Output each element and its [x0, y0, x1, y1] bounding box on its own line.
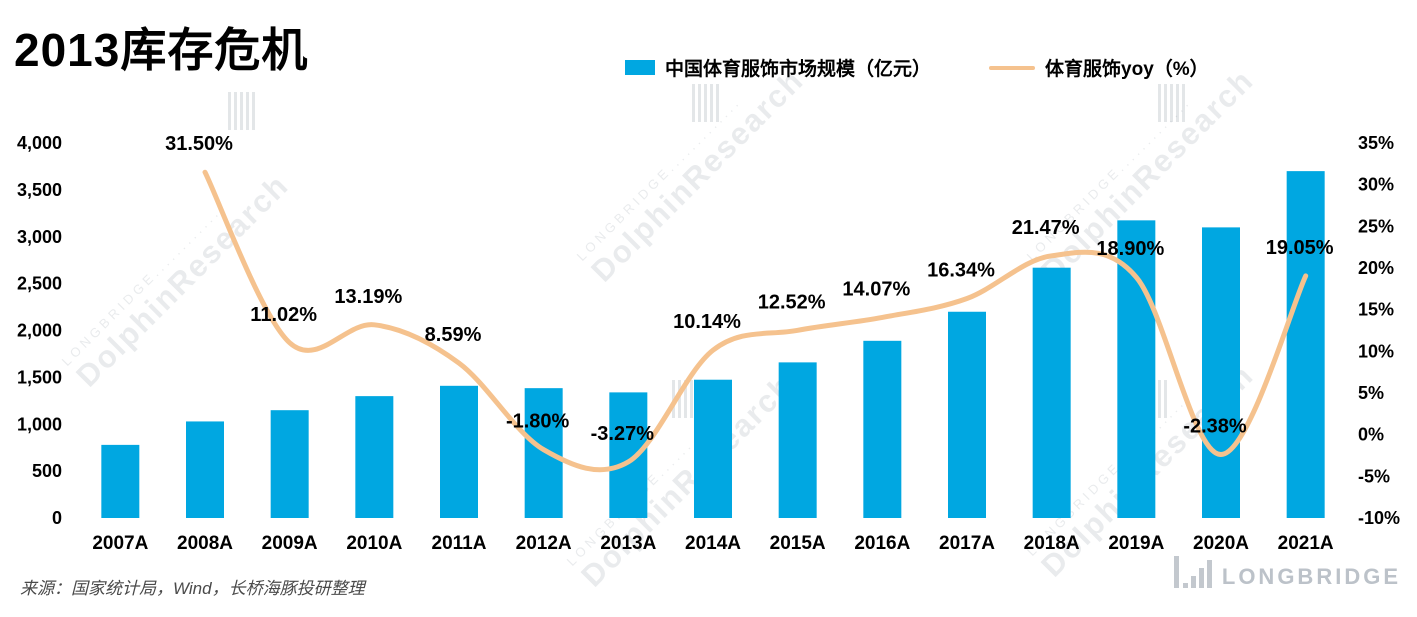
left-axis-tick: 3,500 [17, 180, 62, 200]
page-title: 2013库存危机 [14, 24, 309, 76]
x-axis-label: 2014A [685, 533, 741, 554]
yoy-value-label: 21.47% [1012, 217, 1080, 239]
left-axis-tick: 1,500 [17, 367, 62, 387]
left-axis-tick: 2,500 [17, 274, 62, 294]
x-axis-label: 2007A [92, 533, 148, 554]
left-axis-tick: 0 [52, 508, 62, 528]
x-axis-label: 2019A [1108, 533, 1164, 554]
yoy-value-label: -1.80% [506, 411, 570, 433]
bar-2011A [440, 385, 478, 518]
yoy-value-label: 10.14% [673, 311, 741, 333]
left-axis-tick: 1,000 [17, 414, 62, 434]
bar-2017A [948, 311, 986, 518]
legend-label-yoy: 体育服饰yoy（%） [1045, 59, 1209, 80]
legend-item-market-size: 中国体育服饰市场规模（亿元） [625, 54, 931, 81]
bar-2013A [609, 392, 648, 518]
bar-2018A [1032, 267, 1071, 518]
right-axis-tick: 5% [1358, 383, 1384, 403]
x-axis-label: 2021A [1278, 533, 1334, 554]
x-axis-label: 2012A [516, 533, 572, 554]
yoy-value-label: 12.52% [758, 291, 826, 313]
x-axis-label: 2008A [177, 533, 233, 554]
longbridge-footer-logo: LONGBRIDGE [1173, 552, 1401, 592]
x-axis-label: 2018A [1024, 533, 1080, 554]
yoy-value-label: 31.50% [165, 133, 233, 155]
right-axis-tick: 15% [1358, 300, 1394, 320]
yoy-line [202, 169, 1309, 473]
bar-series-swatch [625, 60, 655, 75]
left-axis-tick: 2,000 [17, 321, 62, 341]
yoy-value-label: 16.34% [927, 260, 995, 282]
right-axis-tick: 30% [1358, 175, 1394, 195]
x-axis-label: 2020A [1193, 533, 1249, 554]
yoy-value-label: 18.90% [1096, 238, 1164, 260]
bar-2015A [778, 362, 817, 518]
line-series-swatch [989, 65, 1036, 70]
bar-2021A [1286, 171, 1325, 518]
x-axis-label: 2011A [432, 533, 487, 554]
right-axis-tick: -10% [1358, 508, 1400, 528]
right-axis-tick: 35% [1358, 133, 1394, 153]
right-axis-tick: 10% [1358, 341, 1394, 361]
bar-2012A [524, 388, 563, 518]
bar-2007A [101, 444, 140, 518]
x-axis-label: 2013A [600, 533, 656, 554]
bar-2008A [186, 421, 224, 518]
x-axis-label: 2016A [854, 533, 910, 554]
bar-2010A [355, 396, 394, 518]
yoy-value-label: 11.02% [250, 304, 317, 326]
longbridge-logo-text: LONGBRIDGE [1221, 564, 1401, 589]
chart-legend: 中国体育服饰市场规模（亿元） 体育服饰yoy（%） [625, 54, 1209, 81]
yoy-value-label: -2.38% [1183, 416, 1247, 438]
bar-2014A [694, 379, 732, 518]
source-note: 来源：国家统计局，Wind，长桥海豚投研整理 [20, 579, 365, 598]
right-axis-tick: 25% [1358, 216, 1394, 236]
right-axis-tick: -5% [1358, 466, 1390, 486]
left-axis-tick: 500 [32, 461, 62, 481]
bar-2020A [1202, 227, 1240, 518]
x-axis-label: 2015A [770, 533, 826, 554]
yoy-value-label: -3.27% [591, 423, 655, 445]
left-axis-tick: 4,000 [17, 133, 62, 153]
legend-item-yoy: 体育服饰yoy（%） [989, 54, 1209, 81]
right-axis-tick: 20% [1358, 258, 1394, 278]
bar-2019A [1117, 220, 1156, 518]
bar-2016A [863, 340, 902, 518]
yoy-value-label: 8.59% [425, 324, 482, 346]
x-axis-label: 2010A [346, 533, 402, 554]
x-axis-label: 2009A [262, 533, 318, 554]
yoy-value-label: 14.07% [842, 278, 910, 300]
x-axis-label: 2017A [939, 533, 995, 554]
legend-label-market-size: 中国体育服饰市场规模（亿元） [665, 59, 932, 80]
yoy-value-label: 19.05% [1266, 237, 1334, 259]
longbridge-logo-icon [1173, 556, 1212, 588]
left-axis-tick: 3,000 [17, 227, 62, 247]
right-axis-tick: 0% [1358, 425, 1384, 445]
yoy-value-label: 13.19% [334, 286, 402, 308]
bar-2009A [270, 410, 309, 518]
